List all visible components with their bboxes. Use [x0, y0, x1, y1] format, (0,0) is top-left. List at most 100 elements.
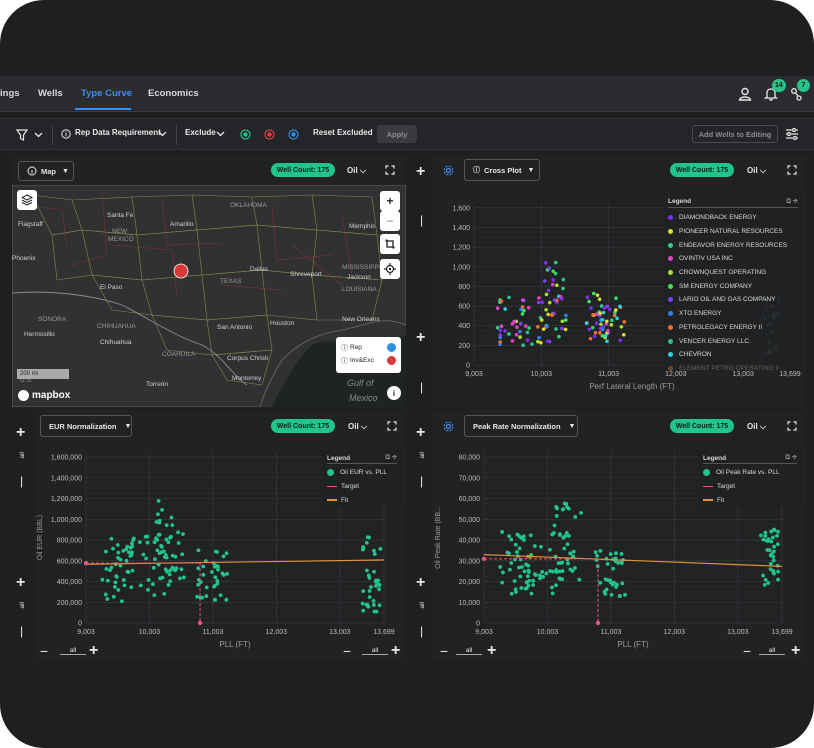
- zoom-out-bar[interactable]: |: [20, 624, 24, 638]
- expand-icon[interactable]: [384, 164, 396, 176]
- product-label: Oil: [747, 166, 758, 175]
- map-label: MEXICO: [108, 236, 134, 243]
- zoom-in-button[interactable]: +: [380, 191, 400, 211]
- zoom-out-bar[interactable]: |: [420, 474, 424, 488]
- expand-icon[interactable]: [786, 164, 798, 176]
- chart-type-dropdown[interactable]: ⓘ Cross Plot ▼: [464, 159, 540, 181]
- zoom-out-bar[interactable]: |: [420, 624, 424, 638]
- tab-settings[interactable]: ings: [0, 88, 20, 99]
- reset-excluded-button[interactable]: Reset Excluded: [313, 128, 373, 137]
- chevron-down-icon[interactable]: [215, 129, 225, 139]
- bell-icon[interactable]: [762, 85, 780, 103]
- map-view-dropdown[interactable]: Map ▼: [18, 161, 74, 181]
- connections-badge: 7: [797, 79, 810, 92]
- map-canvas[interactable]: Flagstaff Santa Fe NEW MEXICO Amarillo O…: [12, 185, 406, 407]
- x-range-all[interactable]: all: [759, 647, 785, 655]
- legend-item[interactable]: LARIO OIL AND GAS COMPANY: [668, 293, 798, 307]
- normalization-dropdown[interactable]: Peak Rate Normalization ▼: [464, 415, 578, 437]
- user-icon[interactable]: [736, 85, 754, 103]
- expand-icon[interactable]: [386, 420, 398, 432]
- legend-item[interactable]: PIONEER NATURAL RESOURCES: [668, 225, 798, 239]
- product-select[interactable]: Oil ⌵: [348, 422, 367, 432]
- data-point: [533, 573, 538, 577]
- zoom-in-button[interactable]: +: [416, 163, 426, 180]
- legend-item[interactable]: SM ENERGY COMPANY: [668, 279, 798, 293]
- data-point: [520, 305, 525, 309]
- x-range-all[interactable]: all: [60, 647, 86, 655]
- x-zoom-in-button[interactable]: +: [791, 642, 801, 659]
- tab-wells[interactable]: Wells: [38, 88, 63, 99]
- legend-item[interactable]: XTO ENERGY: [668, 307, 798, 321]
- mapbox-logo: mapbox: [18, 390, 70, 401]
- copy-icon[interactable]: ⧉ ✥: [786, 197, 798, 205]
- zoom-in-button[interactable]: +: [416, 574, 426, 591]
- zoom-in-button[interactable]: +: [16, 424, 26, 441]
- green-radio-icon[interactable]: [239, 128, 251, 140]
- legend-label: Oil Peak Rate vs. PLL: [716, 469, 780, 477]
- zoom-in-button[interactable]: +: [16, 574, 26, 591]
- x-range-all[interactable]: all: [362, 647, 388, 655]
- normalization-dropdown[interactable]: EUR Normalization ▼: [40, 415, 132, 437]
- copy-icon[interactable]: ⧉ ✥: [785, 454, 797, 461]
- blue-radio-icon[interactable]: [287, 128, 299, 140]
- gear-icon[interactable]: [442, 164, 454, 176]
- legend-item[interactable]: ELEMENT PETRO OPERATING II: [668, 362, 798, 376]
- x-zoom-out-button[interactable]: −: [743, 643, 752, 659]
- zoom-out-bar[interactable]: |: [420, 380, 424, 394]
- x-zoom-in-button[interactable]: +: [89, 642, 99, 659]
- gear-icon[interactable]: [442, 420, 454, 432]
- legend-marker: [327, 499, 337, 501]
- rep-data-requirement-dropdown[interactable]: Rep Data Requirement: [75, 128, 161, 137]
- product-select[interactable]: Oil ⌵: [747, 166, 766, 176]
- zoom-in-button[interactable]: +: [416, 424, 426, 441]
- legend-item[interactable]: OVINTIV USA INC: [668, 252, 798, 266]
- product-select[interactable]: Oil ⌵: [747, 422, 766, 432]
- x-zoom-in-button[interactable]: +: [391, 642, 401, 659]
- exclude-dropdown[interactable]: Exclude: [185, 128, 216, 137]
- apply-button[interactable]: Apply: [377, 125, 417, 143]
- peak-rate-chart[interactable]: 0 10,000 20,000 30,000 40,000 50,000 60,000 70,…: [432, 442, 806, 662]
- data-point: [564, 318, 568, 322]
- x-zoom-out-button[interactable]: −: [440, 643, 449, 659]
- attribution-info-icon[interactable]: i: [387, 386, 401, 400]
- zoom-in-button[interactable]: +: [416, 329, 426, 346]
- chevron-down-icon[interactable]: [157, 129, 167, 139]
- data-point: [499, 299, 504, 304]
- red-radio-icon[interactable]: [263, 128, 275, 140]
- settings-sliders-icon[interactable]: [784, 126, 800, 142]
- legend-item[interactable]: PETROLEGACY ENERGY II: [668, 321, 798, 335]
- legend-label: Target: [341, 483, 360, 491]
- legend-item[interactable]: DIAMONDBACK ENERGY: [668, 211, 798, 225]
- tab-economics[interactable]: Economics: [148, 88, 199, 99]
- y-range-all[interactable]: all: [19, 602, 26, 609]
- y-range-all[interactable]: all: [419, 602, 426, 609]
- x-zoom-out-button[interactable]: −: [343, 643, 352, 659]
- data-point: [501, 570, 505, 575]
- data-point: [518, 321, 523, 326]
- add-wells-to-editing-button[interactable]: Add Wells to Editing: [692, 125, 778, 143]
- y-tick-label: 60,000: [459, 496, 481, 503]
- zoom-out-button[interactable]: −: [380, 211, 400, 231]
- connections-icon[interactable]: [788, 85, 806, 103]
- locate-icon[interactable]: [380, 259, 400, 279]
- x-zoom-in-button[interactable]: +: [487, 642, 497, 659]
- legend-item[interactable]: VENCER ENERGY LLC.: [668, 334, 798, 348]
- expand-icon[interactable]: [786, 420, 798, 432]
- filter-icon[interactable]: [16, 127, 46, 143]
- legend-item[interactable]: CHEVRON: [668, 348, 798, 362]
- zoom-out-bar[interactable]: |: [420, 213, 424, 227]
- y-range-all[interactable]: all: [419, 452, 426, 459]
- legend-item[interactable]: ENDEAVOR ENERGY RESOURCES: [668, 238, 798, 252]
- x-range-all[interactable]: all: [456, 647, 482, 655]
- tab-type-curve[interactable]: Type Curve: [81, 88, 133, 99]
- y-range-all[interactable]: all: [19, 452, 26, 459]
- zoom-out-bar[interactable]: |: [20, 474, 24, 488]
- data-point: [521, 538, 526, 542]
- legend-item[interactable]: CROWNQUEST OPERATING: [668, 266, 798, 280]
- select-area-icon[interactable]: [380, 234, 400, 254]
- product-select[interactable]: Oil ⌵: [347, 166, 366, 176]
- x-zoom-out-button[interactable]: −: [40, 643, 49, 659]
- y-tick-label: 1,000: [452, 264, 470, 271]
- copy-icon[interactable]: ⧉ ✥: [385, 454, 397, 461]
- layers-icon[interactable]: [17, 190, 37, 210]
